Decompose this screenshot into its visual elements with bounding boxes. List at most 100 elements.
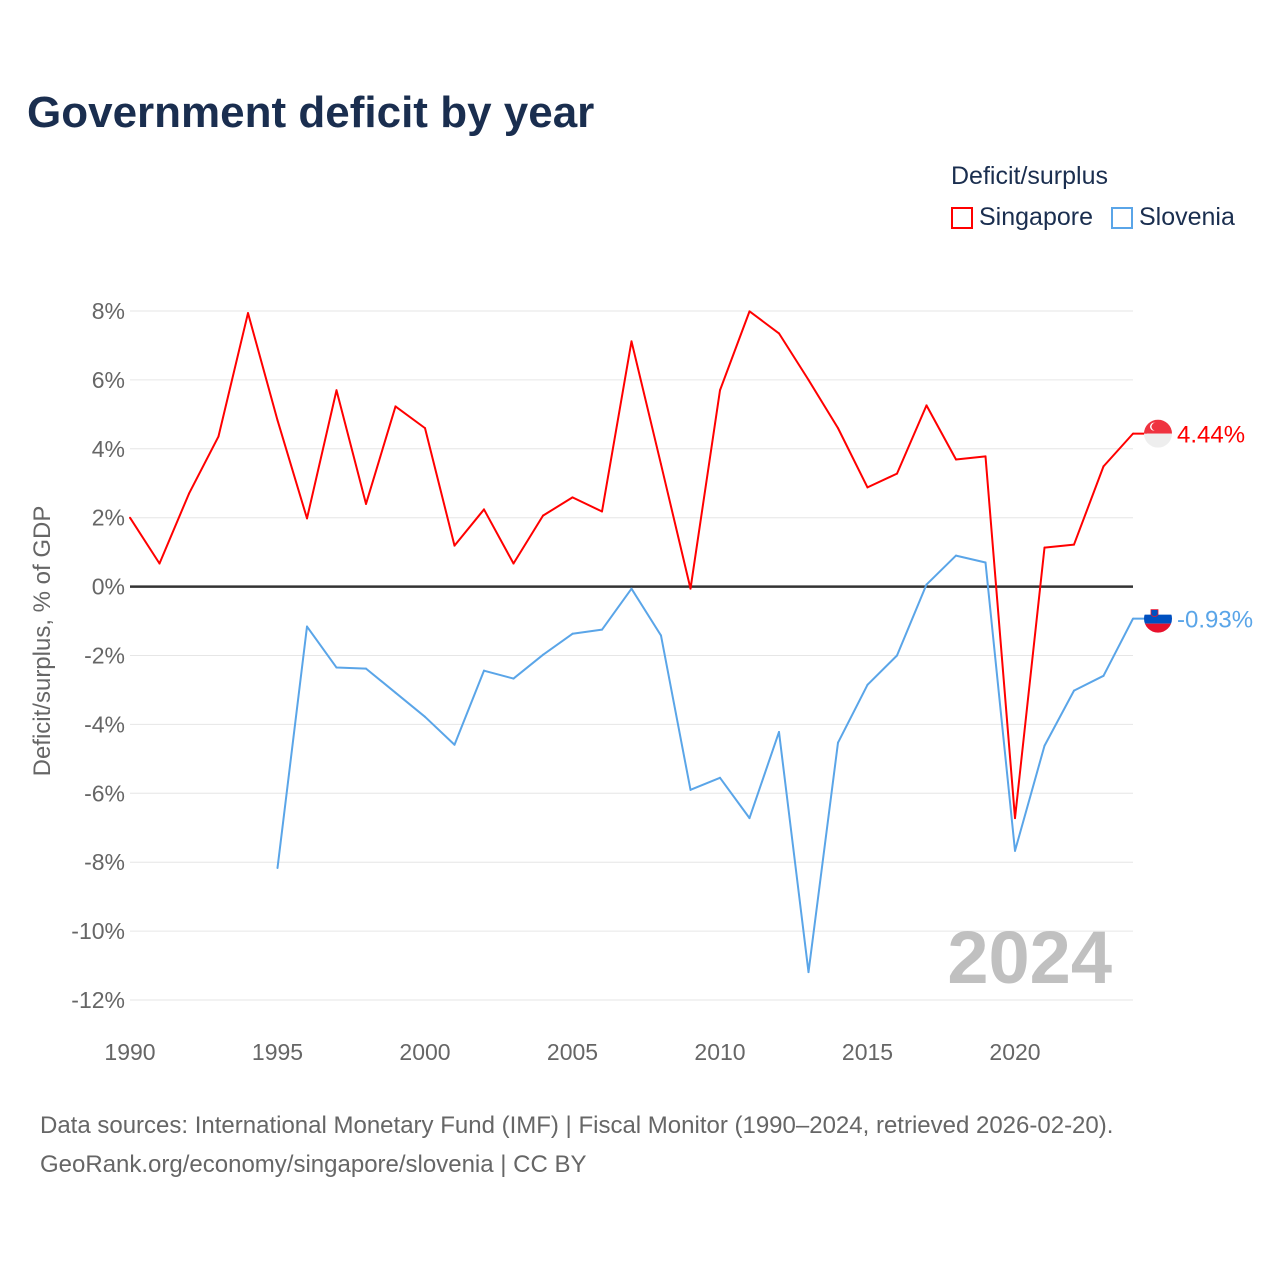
data-point-singapore	[837, 427, 839, 430]
y-tick-label: -6%	[84, 780, 125, 806]
legend-swatch-slovenia	[1110, 206, 1133, 229]
attribution-link[interactable]: GeoRank.org/economy/singapore/slovenia |…	[40, 1151, 587, 1178]
data-point-singapore	[158, 562, 161, 565]
y-tick-label: 2%	[92, 505, 125, 531]
y-tick-label: 8%	[92, 298, 125, 324]
y-tick-label: 0%	[92, 574, 125, 600]
data-point-slovenia	[866, 683, 869, 686]
data-point-singapore	[630, 340, 633, 343]
data-point-singapore	[1073, 543, 1075, 546]
y-tick-label: 6%	[92, 367, 125, 393]
series-line-singapore[interactable]	[129, 310, 1134, 820]
data-point-slovenia	[689, 788, 692, 791]
data-point-singapore	[807, 378, 810, 381]
source-note: Data sources: International Monetary Fun…	[40, 1112, 1114, 1139]
data-point-singapore	[188, 492, 190, 495]
data-point-singapore	[483, 508, 485, 511]
data-point-singapore	[217, 435, 220, 438]
data-point-singapore	[1102, 465, 1105, 468]
x-tick-label: 1995	[252, 1039, 303, 1065]
end-label-singapore: 4.44%	[1177, 422, 1245, 449]
data-point-slovenia	[1073, 689, 1075, 692]
data-point-singapore	[719, 389, 721, 392]
data-point-slovenia	[483, 669, 485, 672]
data-point-slovenia	[807, 971, 810, 974]
chart-title: Government deficit by year	[27, 88, 595, 137]
x-tick-label: 2020	[989, 1039, 1040, 1065]
legend-item-singapore[interactable]: Singapore	[951, 203, 1093, 232]
x-tick-label: 2010	[694, 1039, 745, 1065]
data-point-slovenia	[1014, 849, 1016, 852]
data-point-singapore	[542, 514, 544, 517]
x-tick-label: 2000	[399, 1039, 450, 1065]
data-point-slovenia	[306, 625, 308, 628]
x-tick-label: 2015	[842, 1039, 893, 1065]
data-point-slovenia	[335, 666, 338, 669]
data-point-slovenia	[601, 628, 603, 631]
data-point-slovenia	[984, 561, 987, 564]
data-point-singapore	[601, 510, 603, 513]
data-point-singapore	[247, 312, 249, 315]
data-point-singapore	[748, 310, 751, 313]
data-point-singapore	[571, 496, 574, 499]
y-tick-label: 4%	[92, 436, 125, 462]
year-watermark: 2024	[947, 916, 1112, 999]
data-point-singapore	[365, 502, 367, 505]
data-point-singapore	[306, 517, 308, 520]
data-point-singapore	[394, 405, 397, 408]
data-point-singapore	[276, 419, 279, 422]
legend-item-slovenia[interactable]: Slovenia	[1110, 203, 1235, 232]
data-point-singapore	[689, 587, 692, 590]
data-point-singapore	[778, 332, 780, 335]
y-axis-label: Deficit/surplus, % of GDP	[29, 506, 56, 777]
data-point-slovenia	[955, 554, 957, 557]
data-point-slovenia	[365, 667, 367, 670]
data-point-singapore	[1043, 546, 1046, 549]
data-point-slovenia	[276, 867, 279, 870]
legend: Deficit/surplus Singapore Slovenia	[951, 162, 1235, 232]
data-point-slovenia	[925, 583, 928, 586]
data-point-slovenia	[660, 634, 662, 637]
data-point-slovenia	[424, 715, 426, 718]
x-tick-label: 2005	[547, 1039, 598, 1065]
data-point-singapore	[424, 427, 426, 430]
data-point-singapore	[512, 562, 515, 565]
data-point-singapore	[660, 463, 662, 466]
y-tick-label: -4%	[84, 711, 125, 737]
y-tick-label: -12%	[71, 987, 125, 1013]
data-point-singapore	[955, 458, 957, 461]
data-point-slovenia	[453, 743, 456, 746]
data-point-singapore	[453, 544, 456, 547]
data-point-slovenia	[896, 654, 898, 657]
data-point-slovenia	[1043, 744, 1046, 747]
data-point-slovenia	[748, 817, 751, 820]
legend-swatch-singapore	[951, 206, 973, 229]
legend-label-singapore: Singapore	[979, 203, 1093, 231]
legend-title: Deficit/surplus	[951, 162, 1108, 190]
y-tick-label: -10%	[71, 918, 125, 944]
data-point-singapore	[984, 455, 987, 458]
legend-label-slovenia: Slovenia	[1138, 203, 1235, 231]
data-point-singapore	[335, 389, 338, 392]
data-point-singapore	[896, 472, 898, 475]
footer: Data sources: International Monetary Fun…	[40, 1106, 1113, 1184]
series-line-slovenia[interactable]	[276, 554, 1134, 974]
singapore-flag-icon	[1144, 419, 1172, 448]
data-point-slovenia	[1102, 674, 1105, 677]
data-point-singapore	[925, 404, 928, 407]
data-point-slovenia	[542, 653, 544, 656]
data-point-slovenia	[571, 632, 574, 635]
data-point-slovenia	[394, 691, 397, 694]
data-point-singapore	[866, 486, 869, 489]
y-tick-label: -2%	[84, 643, 125, 669]
slovenia-flag-icon	[1144, 604, 1172, 633]
y-tick-label: -8%	[84, 849, 125, 875]
data-point-slovenia	[778, 730, 780, 733]
data-point-slovenia	[512, 677, 515, 680]
data-point-slovenia	[719, 776, 721, 779]
end-label-slovenia: -0.93%	[1177, 607, 1253, 634]
data-point-slovenia	[837, 741, 839, 744]
x-tick-label: 1990	[104, 1039, 155, 1065]
data-point-singapore	[1014, 817, 1016, 820]
